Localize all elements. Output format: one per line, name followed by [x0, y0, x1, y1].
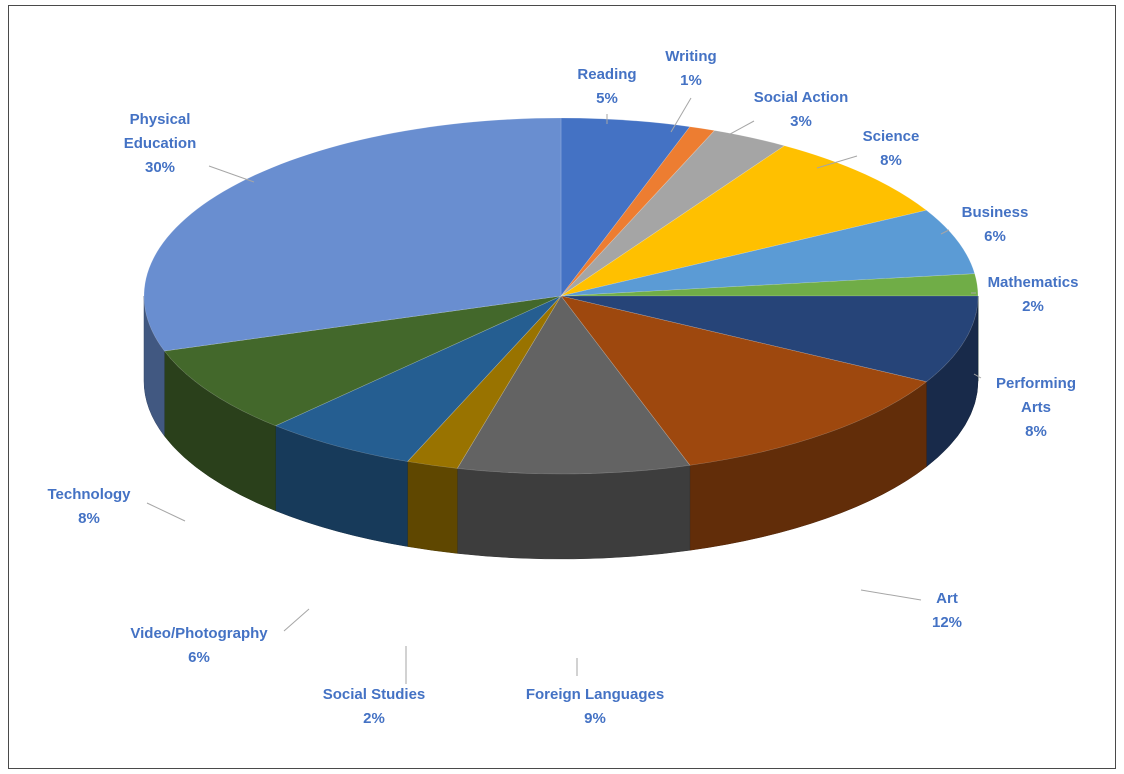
data-label-writing: Writing 1%	[665, 48, 716, 89]
data-label-art: Art 12%	[932, 590, 962, 631]
data-label-physical-education: Physical Education 30%	[124, 111, 197, 176]
slice-foreign-languages	[456, 295, 691, 475]
pie-chart: Reading 5% Writing 1% Social Action 3% Science…	[47, 48, 1078, 727]
data-label-social-studies: Social Studies 2%	[323, 686, 426, 727]
data-label-social-action: Social Action 3%	[754, 89, 848, 130]
slice-mathematics	[560, 273, 979, 297]
slice-social-studies	[406, 295, 562, 469]
slice-art	[560, 295, 928, 466]
leader-line-writing	[670, 97, 692, 133]
data-label-video-photography: Video/Photography 6%	[130, 625, 268, 666]
slice-side-social-studies	[407, 461, 458, 554]
slice-side-foreign-languages	[457, 465, 691, 560]
slice-science	[560, 145, 928, 297]
slice-writing	[560, 126, 716, 297]
slice-social-action	[560, 130, 786, 297]
slice-reading	[560, 117, 691, 297]
leader-line-video-photography	[283, 608, 310, 632]
data-label-performing-arts: Performing Arts 8%	[996, 375, 1076, 440]
leader-line-business	[940, 229, 950, 235]
leader-line-technology	[146, 502, 186, 522]
leader-line-art	[860, 589, 922, 601]
leader-line-science	[816, 155, 858, 169]
slice-technology	[163, 295, 562, 427]
data-label-business: Business 6%	[962, 204, 1029, 245]
slice-physical-education	[143, 117, 562, 352]
slice-video-photography	[274, 295, 562, 462]
leader-line-social-action	[720, 120, 755, 140]
data-label-science: Science 8%	[863, 128, 920, 169]
slice-performing-arts	[560, 295, 979, 383]
data-label-foreign-languages: Foreign Languages 9%	[526, 686, 664, 727]
data-label-mathematics: Mathematics 2%	[988, 274, 1079, 315]
data-label-reading: Reading 5%	[577, 66, 636, 107]
leader-line-physical-education	[208, 165, 255, 183]
data-labels: Reading 5% Writing 1% Social Action 3% Science…	[47, 48, 1078, 727]
slice-business	[560, 209, 976, 297]
chart-frame: Reading 5% Writing 1% Social Action 3% Science…	[8, 5, 1116, 769]
pie-top-faces	[143, 117, 979, 475]
leader-lines	[146, 97, 982, 684]
leader-line-performing-arts	[973, 373, 982, 379]
pie-side-walls	[143, 295, 979, 560]
data-label-technology: Technology 8%	[47, 486, 131, 527]
